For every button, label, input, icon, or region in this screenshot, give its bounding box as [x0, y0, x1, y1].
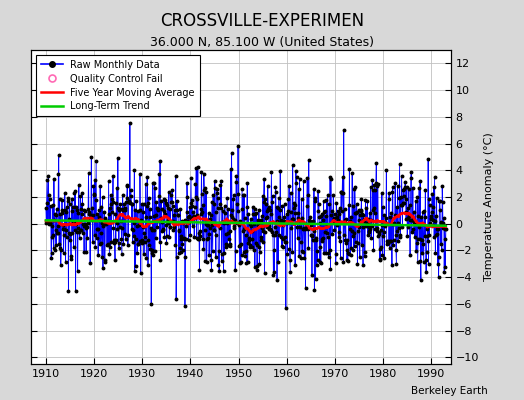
- Y-axis label: Temperature Anomaly (°C): Temperature Anomaly (°C): [484, 133, 495, 281]
- Legend: Raw Monthly Data, Quality Control Fail, Five Year Moving Average, Long-Term Tren: Raw Monthly Data, Quality Control Fail, …: [36, 55, 200, 116]
- Text: 36.000 N, 85.100 W (United States): 36.000 N, 85.100 W (United States): [150, 36, 374, 49]
- Text: CROSSVILLE-EXPERIMEN: CROSSVILLE-EXPERIMEN: [160, 12, 364, 30]
- Text: Berkeley Earth: Berkeley Earth: [411, 386, 487, 396]
